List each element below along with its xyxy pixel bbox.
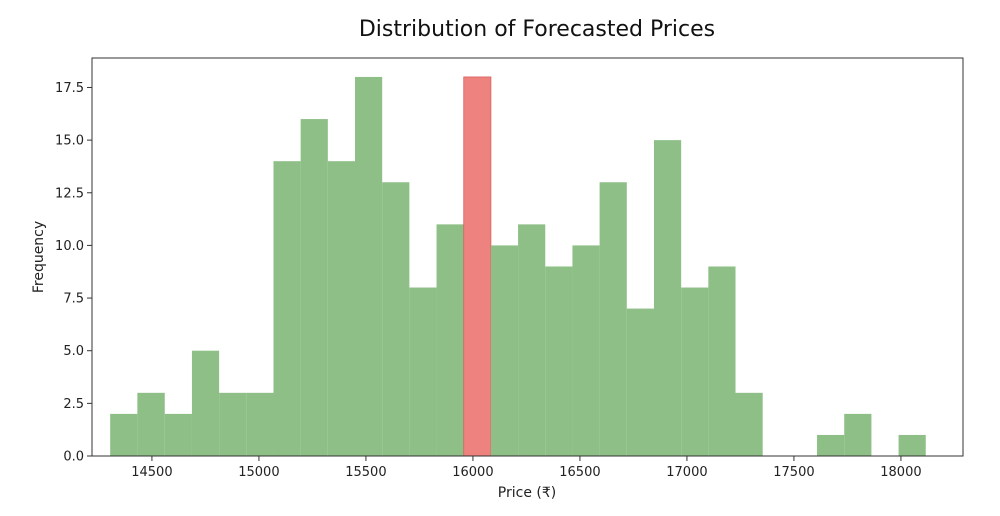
histogram-bar — [300, 119, 328, 456]
histogram-bar — [817, 434, 845, 456]
histogram-bar — [382, 182, 410, 457]
histogram-bar — [110, 413, 138, 456]
x-tick-label: 16000 — [452, 465, 493, 480]
histogram-bar-highlight — [463, 76, 492, 457]
histogram-bar — [191, 350, 220, 456]
histogram-bar — [246, 392, 274, 456]
x-tick-label: 15500 — [345, 465, 386, 480]
histogram-bar — [490, 245, 519, 456]
plot-frame — [91, 57, 964, 457]
histogram-bar — [137, 392, 165, 456]
histogram-bar — [653, 140, 682, 456]
histogram-bar — [599, 182, 627, 457]
x-tick-label: 18000 — [880, 465, 921, 480]
histogram-bar — [545, 266, 573, 456]
histogram-bar — [844, 413, 872, 456]
x-tick-label: 14500 — [131, 465, 172, 480]
histogram-bar — [626, 308, 654, 456]
x-tick-label: 17000 — [666, 465, 707, 480]
x-tick-label: 15000 — [238, 465, 279, 480]
x-tick-label: 16500 — [559, 465, 600, 480]
histogram-bar — [219, 392, 247, 456]
x-axis-ticks: 14500 15000 15500 16000 16500 17000 17500 18000 — [131, 456, 922, 480]
y-tick-label: 0.0 — [63, 450, 84, 465]
histogram-bar — [708, 266, 736, 456]
y-tick-label: 12.5 — [55, 186, 84, 201]
histogram-bar — [898, 434, 926, 456]
histogram-bar — [273, 161, 301, 456]
y-tick-label: 17.5 — [55, 81, 84, 96]
y-axis-ticks: 0.0 2.5 5.0 7.5 10.0 12.5 15.0 17.5 — [55, 81, 92, 465]
x-tick-label: 17500 — [773, 465, 814, 480]
histogram-bar — [735, 392, 763, 456]
bars-group — [110, 76, 926, 457]
histogram-bar — [327, 161, 356, 456]
histogram-bar — [355, 76, 383, 456]
histogram-bar — [518, 224, 546, 456]
histogram-bar — [681, 287, 709, 456]
histogram-bar — [572, 245, 600, 456]
y-tick-label: 15.0 — [55, 134, 84, 149]
y-tick-label: 2.5 — [63, 397, 84, 412]
histogram-bar — [436, 224, 464, 456]
histogram-bar — [409, 287, 437, 456]
y-tick-label: 5.0 — [63, 344, 84, 359]
chart-title: Distribution of Forecasted Prices — [359, 17, 715, 42]
x-axis-label: Price (₹) — [498, 485, 556, 501]
y-axis-label: Frequency — [31, 221, 47, 293]
histogram-bar — [164, 413, 192, 456]
y-tick-label: 7.5 — [63, 292, 84, 307]
y-tick-label: 10.0 — [55, 239, 84, 254]
